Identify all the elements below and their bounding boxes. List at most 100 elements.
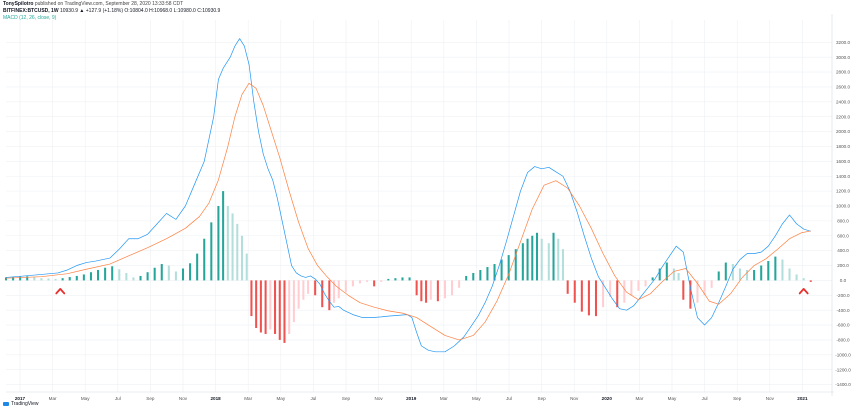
- x-tick-label: Sep: [342, 396, 351, 401]
- histogram-bar: [344, 280, 347, 293]
- symbol-name[interactable]: BITFINEX:BTCUSD, 1W: [3, 8, 59, 14]
- indicator-legend: MACD (12, 26, close, 9): [3, 15, 56, 21]
- histogram-bar: [566, 280, 569, 294]
- histogram-bar: [493, 264, 496, 281]
- histogram-bar: [189, 263, 192, 281]
- histogram-bar: [552, 232, 555, 281]
- histogram-bar: [89, 272, 92, 281]
- author-name[interactable]: TonySpilotro: [3, 1, 34, 7]
- histogram-bar: [587, 280, 590, 316]
- ohlc-values: 10930.9 ▲ +127.9 (+1.18%) O:10804.0 H:10…: [59, 8, 221, 14]
- histogram-bar: [602, 280, 605, 308]
- histogram-bar: [61, 278, 64, 281]
- histogram-bar: [222, 191, 225, 281]
- histogram-bar: [167, 265, 170, 281]
- y-tick-label: 1800.0: [836, 144, 850, 149]
- histogram-bar: [387, 278, 390, 281]
- histogram-bar: [738, 268, 741, 281]
- histogram-bar: [104, 267, 107, 281]
- x-tick-label: Mar: [244, 396, 252, 401]
- histogram-bar: [630, 280, 633, 296]
- x-tick-label: 2019: [406, 396, 417, 401]
- histogram-bar: [264, 280, 267, 334]
- histogram-bar: [132, 277, 135, 281]
- histogram-bar: [795, 274, 798, 281]
- histogram-bar: [153, 267, 156, 281]
- histogram-bar: [97, 269, 100, 281]
- y-axis: 3200.0 3000.0 2800.0 2600.0 2400.0 2200.0 2000…: [831, 14, 851, 396]
- histogram-bar: [358, 280, 362, 284]
- x-tick-label: Nov: [570, 396, 579, 401]
- x-tick-label: Mar: [49, 396, 57, 401]
- histogram-bar: [689, 280, 692, 309]
- y-tick-label: 3200.0: [836, 40, 850, 45]
- x-tick-label: Jul: [115, 396, 121, 401]
- tradingview-logo-icon: [3, 401, 9, 406]
- histogram-bar: [746, 269, 749, 281]
- publish-date: published on TradingView.com, September …: [34, 1, 184, 7]
- histogram-bar: [526, 238, 529, 281]
- y-tick-label: 600.0: [837, 233, 849, 238]
- histogram-bar: [753, 269, 756, 281]
- histogram-bar: [788, 268, 791, 281]
- x-tick-label: May: [81, 396, 90, 401]
- histogram-bar: [479, 269, 482, 281]
- x-tick-label: May: [472, 396, 481, 401]
- x-tick-label: Nov: [766, 396, 775, 401]
- x-tick-label: Mar: [440, 396, 448, 401]
- histogram-bar: [337, 280, 340, 299]
- histogram-bar: [401, 277, 404, 281]
- histogram-bar: [521, 243, 524, 281]
- tradingview-logo[interactable]: TradingView: [3, 401, 39, 407]
- histogram-bar: [458, 280, 461, 288]
- histogram-bar: [380, 280, 383, 282]
- x-tick-label: Jul: [310, 396, 316, 401]
- x-tick-label: 2021: [797, 396, 808, 401]
- y-tick-label: 2000.0: [836, 129, 850, 134]
- histogram-bar: [26, 276, 29, 281]
- histogram-bar: [47, 278, 50, 281]
- histogram-bar: [724, 262, 727, 281]
- x-tick-label: May: [668, 396, 677, 401]
- up-marker-icon: [55, 288, 66, 295]
- histogram-bar: [507, 255, 510, 281]
- histogram-bar: [420, 280, 423, 302]
- symbol-info: BITFINEX:BTCUSD, 1W 10930.9 ▲ +127.9 (+1…: [3, 8, 220, 14]
- histogram-bar: [500, 259, 503, 281]
- y-tick-label: 2400.0: [836, 99, 850, 104]
- histogram-bar: [351, 280, 354, 287]
- x-tick-label: May: [276, 396, 285, 401]
- annotation-markers: [55, 288, 809, 295]
- x-axis: 2017 Mar May Jul Sep Nov 2018 Mar May Jul Sep Nov 20…: [6, 391, 834, 401]
- histogram-bar: [465, 275, 468, 281]
- histogram-bar: [767, 261, 770, 281]
- histogram-bar: [33, 277, 36, 281]
- histogram-bar: [609, 280, 612, 297]
- macd-lines: [5, 38, 811, 353]
- y-tick-label: -1400.0: [835, 382, 851, 387]
- histogram-bar: [82, 274, 85, 281]
- histogram-bar: [269, 280, 272, 330]
- y-tick-label: 0.0: [840, 278, 847, 283]
- histogram-bar: [226, 206, 229, 281]
- histogram-bar: [307, 280, 310, 294]
- histogram-bar: [146, 272, 149, 281]
- histogram-bar: [240, 235, 244, 281]
- histogram-bar: [802, 278, 805, 281]
- histogram-bar: [703, 280, 706, 296]
- histogram-bar: [75, 275, 78, 281]
- histogram-bar: [278, 280, 281, 340]
- histogram-bar: [40, 278, 43, 281]
- y-tick-label: 800.0: [837, 218, 849, 223]
- histogram-bar: [314, 280, 317, 296]
- histogram-bar: [616, 280, 619, 308]
- histogram-bar: [111, 266, 114, 281]
- histogram-bar: [443, 280, 446, 299]
- histogram-bar: [4, 277, 8, 281]
- x-tick-label: Nov: [179, 396, 188, 401]
- indicator-name[interactable]: MACD (12, 26, close, 9): [3, 15, 57, 21]
- histogram-bar: [594, 280, 598, 317]
- histogram-bar: [302, 280, 305, 300]
- y-tick-label: -400.0: [836, 308, 849, 313]
- y-tick-label: 1600.0: [836, 159, 850, 164]
